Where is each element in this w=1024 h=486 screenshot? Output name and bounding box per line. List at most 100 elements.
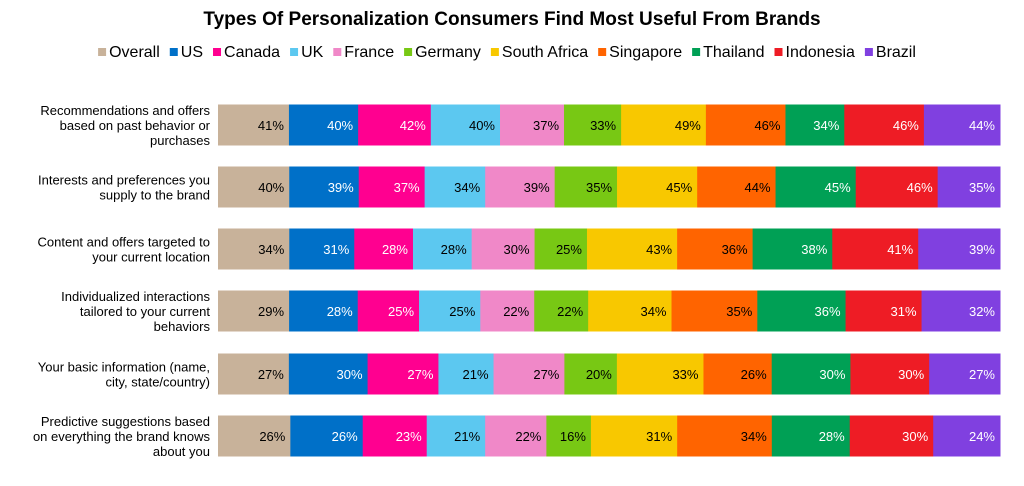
category-label: Predictive suggestions based on everythin… xyxy=(33,414,211,459)
bar-segment-us xyxy=(288,353,369,395)
data-label: 46% xyxy=(893,118,919,133)
legend-label: Thailand xyxy=(703,44,764,61)
legend-item: US xyxy=(169,44,203,61)
legend-swatch xyxy=(290,48,299,56)
data-label: 22% xyxy=(515,429,541,444)
bar-segment-canada xyxy=(358,104,432,146)
data-label: 39% xyxy=(328,180,354,195)
data-label: 34% xyxy=(640,304,666,319)
data-label: 35% xyxy=(726,304,752,319)
data-label: 28% xyxy=(382,242,408,257)
data-label: 20% xyxy=(586,367,612,382)
bar-segment-us xyxy=(288,104,359,146)
data-label: 28% xyxy=(819,429,845,444)
category-label: Your basic information (name, city, state… xyxy=(38,360,210,390)
data-label: 30% xyxy=(504,242,530,257)
data-label: 41% xyxy=(887,242,913,257)
bar-segment-canada xyxy=(362,415,428,457)
bar-segment-canada xyxy=(358,166,426,208)
data-label: 35% xyxy=(586,180,612,195)
bar-segment-indonesia xyxy=(855,166,939,208)
data-label: 35% xyxy=(969,180,995,195)
data-label: 21% xyxy=(454,429,480,444)
bar-segment-singapore xyxy=(703,353,773,395)
bar-segment-brazil xyxy=(929,353,1001,395)
bar-segment-thailand xyxy=(757,290,847,332)
bar-segment-overall xyxy=(218,166,290,208)
data-label: 34% xyxy=(454,180,480,195)
bar-segment-us xyxy=(289,166,360,208)
data-label: 21% xyxy=(463,367,489,382)
category-label: Content and offers targeted to your curre… xyxy=(38,235,211,265)
legend-label: Overall xyxy=(109,44,160,61)
data-label: 25% xyxy=(388,304,414,319)
data-label: 33% xyxy=(672,367,698,382)
bar-segment-france xyxy=(485,415,547,457)
bar-segment-canada xyxy=(367,353,439,395)
data-label: 46% xyxy=(754,118,780,133)
data-label: 31% xyxy=(323,242,349,257)
category-label: Individualized interactions tailored to y… xyxy=(61,289,210,334)
bar-segment-germany xyxy=(534,290,589,332)
legend-swatch xyxy=(98,48,107,56)
data-label: 27% xyxy=(258,367,284,382)
bar-segment-south-africa xyxy=(616,353,704,395)
legend-item: Brazil xyxy=(864,44,916,61)
data-label: 49% xyxy=(675,118,701,133)
data-label: 41% xyxy=(258,118,284,133)
bar-segment-singapore xyxy=(705,104,786,146)
legend-item: South Africa xyxy=(490,44,588,61)
bar-segment-uk xyxy=(426,415,486,457)
bar-segment-singapore xyxy=(671,290,758,332)
data-label: 31% xyxy=(891,304,917,319)
bar-segment-france xyxy=(493,353,565,395)
bar-segment-brazil xyxy=(933,415,1001,457)
bar-segment-thailand xyxy=(752,228,833,270)
bar-segment-overall xyxy=(218,353,290,395)
data-label: 26% xyxy=(259,429,285,444)
legend-label: Brazil xyxy=(876,44,916,61)
category-label: Interests and preferences you supply to t… xyxy=(38,173,210,203)
data-label: 45% xyxy=(666,180,692,195)
bars: Recommendations and offers based on past … xyxy=(33,103,1001,459)
bar-segment-overall xyxy=(218,228,290,270)
legend-item: Germany xyxy=(404,44,481,61)
legend-swatch xyxy=(864,48,873,56)
bar-segment-thailand xyxy=(775,166,857,208)
data-label: 43% xyxy=(646,242,672,257)
data-label: 25% xyxy=(449,304,475,319)
bar-row: Interests and preferences you supply to t… xyxy=(38,166,1001,208)
bar-segment-germany xyxy=(546,415,592,457)
legend-swatch xyxy=(490,48,499,56)
legend-item: Indonesia xyxy=(774,44,855,61)
bar-row: Your basic information (name, city, state… xyxy=(38,353,1001,395)
legend-item: Singapore xyxy=(598,44,682,61)
legend-swatch xyxy=(213,48,222,56)
legend-label: Germany xyxy=(415,44,481,61)
bar-segment-singapore xyxy=(677,228,754,270)
bar-segment-france xyxy=(480,290,535,332)
data-label: 40% xyxy=(258,180,284,195)
data-label: 27% xyxy=(533,367,559,382)
legend-label: UK xyxy=(301,44,324,61)
bar-segment-canada xyxy=(354,228,414,270)
bar-segment-canada xyxy=(357,290,420,332)
bar-segment-indonesia xyxy=(832,228,919,270)
data-label: 34% xyxy=(258,242,284,257)
legend: Overall US Canada UK France Germany South Afri… xyxy=(98,44,916,61)
data-label: 26% xyxy=(741,367,767,382)
legend-item: Overall xyxy=(98,44,160,61)
data-label: 27% xyxy=(969,367,995,382)
bar-segment-uk xyxy=(412,228,473,270)
data-label: 44% xyxy=(745,180,771,195)
data-label: 30% xyxy=(902,429,928,444)
data-label: 24% xyxy=(969,429,995,444)
data-label: 33% xyxy=(590,118,616,133)
bar-segment-germany xyxy=(534,228,588,270)
bar-segment-south-africa xyxy=(588,290,673,332)
legend-swatch xyxy=(333,48,342,56)
bar-segment-overall xyxy=(218,415,291,457)
data-label: 30% xyxy=(898,367,924,382)
legend-swatch xyxy=(692,48,701,56)
